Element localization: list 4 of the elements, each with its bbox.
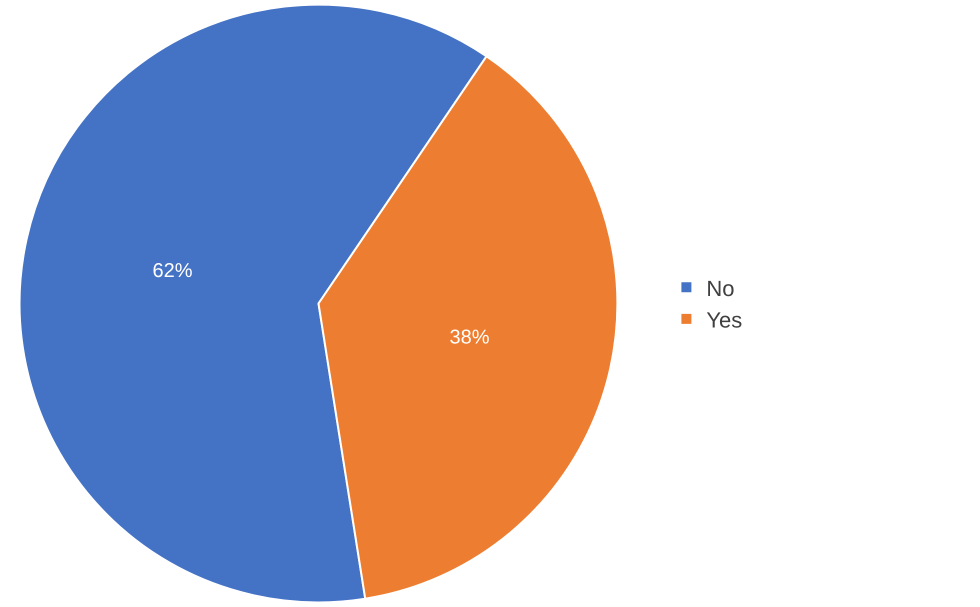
data-label: 62% (152, 260, 193, 282)
legend-label: No (706, 276, 735, 301)
data-label: 38% (450, 326, 490, 348)
legend-label: Yes (706, 307, 742, 332)
